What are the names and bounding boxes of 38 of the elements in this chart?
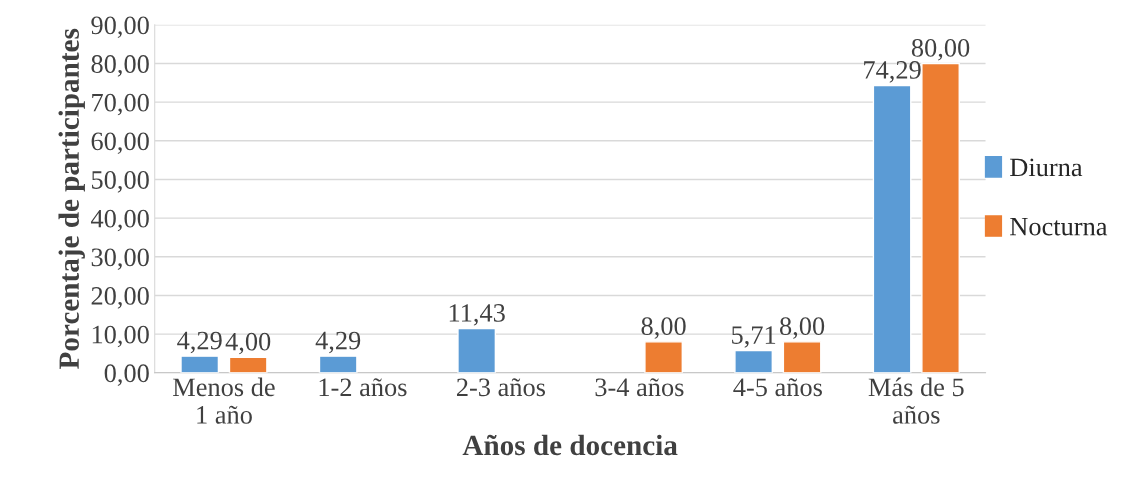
x-tick-label: Menos de 1 año	[173, 377, 275, 424]
data-label: 8,00	[641, 317, 686, 339]
y-tick-label: 90,00	[91, 16, 149, 39]
bar	[921, 62, 960, 373]
data-label: 11,43	[449, 304, 505, 326]
y-tick-label: 20,00	[91, 287, 149, 309]
x-tick-label: 4-5 años	[733, 378, 822, 397]
bar	[457, 327, 497, 373]
y-tick-label: 10,00	[92, 325, 149, 348]
y-tick-label: 70,00	[92, 93, 149, 116]
bar	[644, 341, 683, 373]
x-tick-label: Más de 5 años	[868, 377, 964, 424]
data-label: 80,00	[911, 38, 970, 61]
y-tick-label: 80,00	[91, 55, 149, 77]
bar	[180, 355, 220, 373]
y-tick-label: 60,00	[91, 132, 149, 155]
legend-label: Nocturna	[1010, 217, 1108, 236]
data-label: 74,29	[864, 61, 921, 83]
legend-label: Diurna	[1010, 158, 1083, 177]
y-tick-label: 0,00	[104, 364, 149, 386]
x-tick-label: 3-4 años	[595, 378, 684, 397]
data-label: 4,29	[315, 331, 361, 354]
data-label: 8,00	[780, 317, 825, 339]
x-axis-title: Años de docencia	[462, 434, 678, 456]
x-tick-label: 1-2 años	[319, 378, 407, 397]
bar	[228, 356, 268, 373]
x-tick-label: 2-3 años	[456, 378, 546, 397]
bar	[872, 84, 912, 373]
bar	[782, 341, 822, 373]
bar	[734, 349, 774, 373]
y-axis-title: Porcentaje de participantes	[58, 28, 85, 369]
y-tick-label: 50,00	[92, 171, 149, 193]
bar	[318, 355, 358, 373]
data-label: 4,00	[225, 332, 271, 355]
y-tick-label: 30,00	[91, 248, 149, 270]
data-label: 5,71	[732, 326, 776, 348]
y-tick-label: 40,00	[90, 209, 149, 232]
data-label: 4,29	[177, 331, 222, 354]
